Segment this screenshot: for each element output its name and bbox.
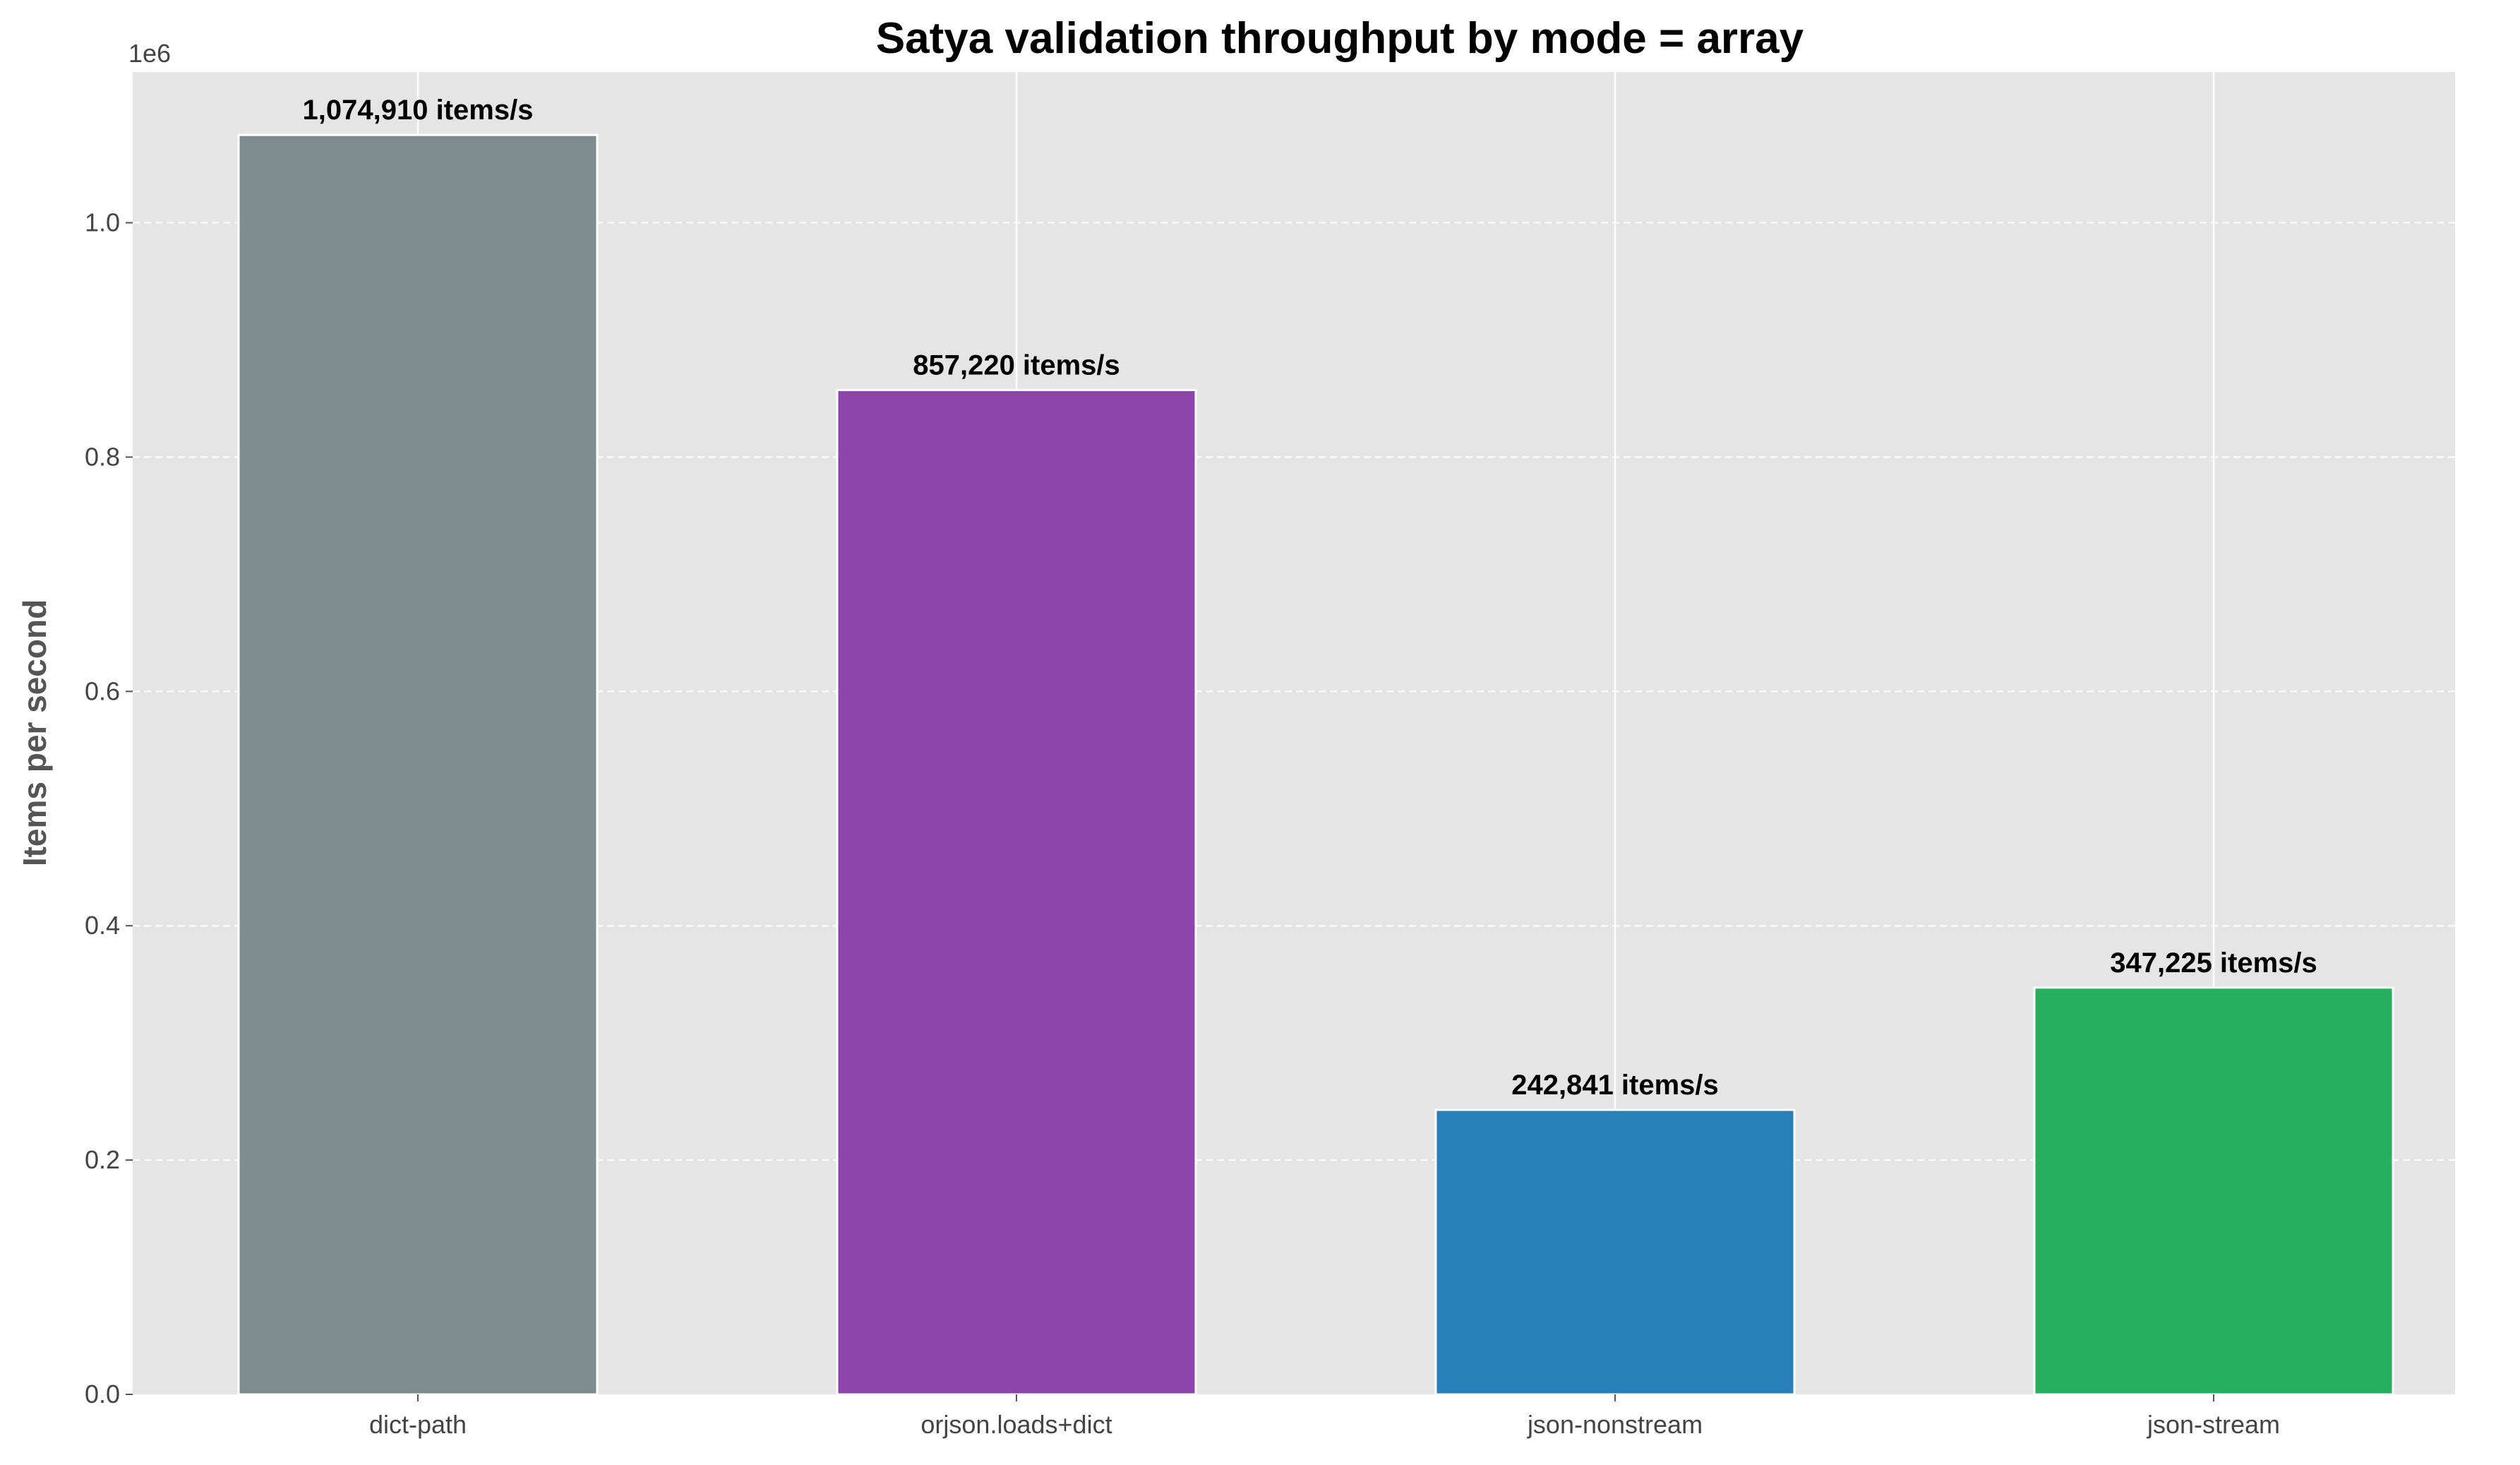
y-axis-label: Items per second [16, 599, 53, 866]
y-tick-label: 0.8 [85, 442, 120, 471]
x-tick-label: dict-path [369, 1410, 467, 1439]
bar [2033, 986, 2394, 1396]
x-axis-ticks: dict-path orjson.loads+dict json-nonstream… [369, 1394, 2280, 1439]
bar-value-label: 347,225 items/s [2110, 947, 2317, 979]
chart-title: Satya validation throughput by mode = ar… [876, 14, 1804, 63]
bar-value-label: 857,220 items/s [913, 349, 1120, 381]
bar [237, 133, 599, 1396]
bar-value-label: 242,841 items/s [1511, 1070, 1719, 1101]
y-tick-label: 0.4 [85, 911, 120, 940]
bar [1434, 1108, 1796, 1396]
bars [237, 133, 2394, 1396]
y-axis-offset-label: 1e6 [128, 39, 171, 68]
x-tick-label: orjson.loads+dict [920, 1410, 1112, 1439]
x-tick-label: json-stream [2147, 1410, 2280, 1439]
y-axis-ticks: 0.0 0.2 0.4 0.6 0.8 1.0 [85, 208, 133, 1409]
bar-value-label: 1,074,910 items/s [303, 95, 534, 126]
y-tick-label: 1.0 [85, 208, 120, 237]
y-tick-label: 0.0 [85, 1380, 120, 1409]
y-tick-label: 0.2 [85, 1145, 120, 1174]
data-labels: 1,074,910 items/s 857,220 items/s 242,841 … [303, 95, 2317, 1101]
y-tick-label: 0.6 [85, 676, 120, 705]
bar [836, 388, 1197, 1396]
x-tick-label: json-nonstream [1527, 1410, 1703, 1439]
